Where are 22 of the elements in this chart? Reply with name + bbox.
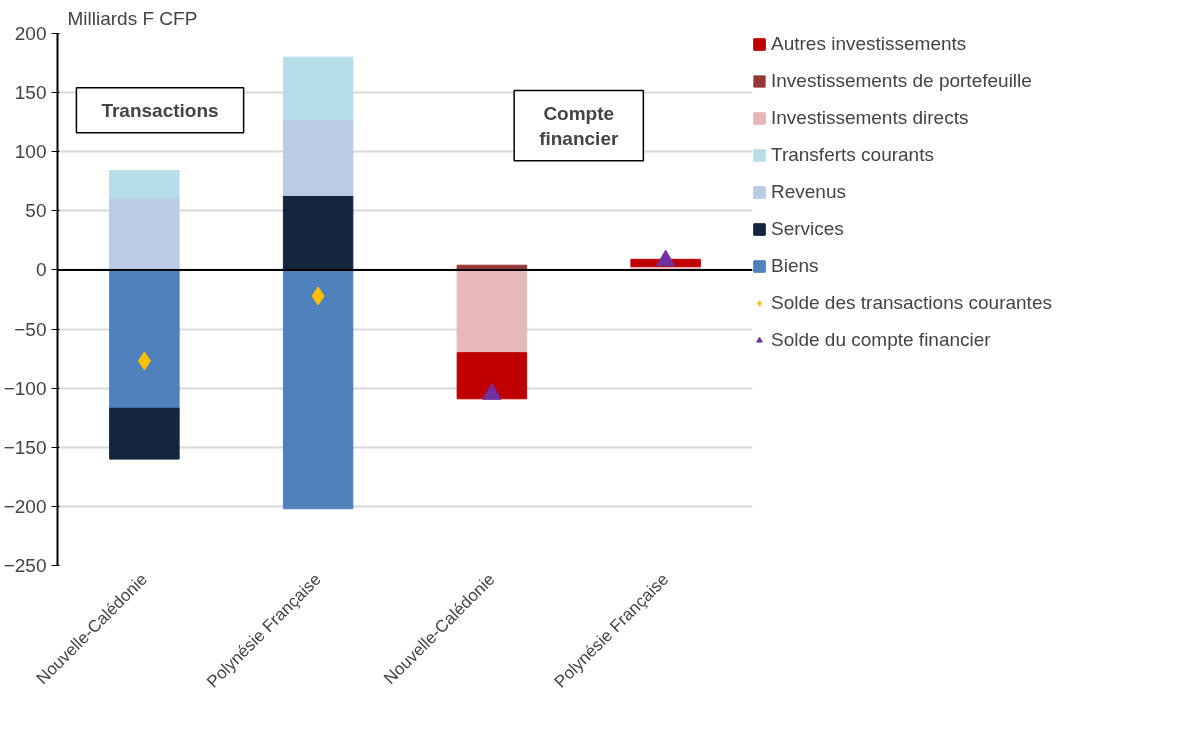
y-tick-label: −200 bbox=[3, 495, 47, 517]
y-tick-label: −250 bbox=[3, 555, 47, 576]
y-tick-label: 150 bbox=[14, 82, 47, 104]
legend-label: Solde du compte financier bbox=[771, 329, 991, 351]
legend-label: Services bbox=[771, 218, 844, 240]
legend-label: Revenus bbox=[771, 181, 846, 203]
y-axis-title: Milliards F CFP bbox=[67, 7, 198, 29]
y-tick-label: −50 bbox=[14, 318, 47, 340]
y-tick-label: 200 bbox=[14, 23, 47, 44]
y-tick-label: 100 bbox=[14, 141, 47, 163]
annotation: Compte financier bbox=[539, 102, 619, 149]
y-tick-label: 0 bbox=[35, 259, 47, 281]
legend-label: Solde des transactions courantes bbox=[771, 292, 1052, 314]
legend-label: Investissements de portefeuille bbox=[771, 70, 1032, 92]
legend-label: Transferts courants bbox=[771, 144, 934, 166]
legend-label: Autres investissements bbox=[771, 33, 967, 55]
annotation: Transactions bbox=[101, 99, 219, 121]
y-tick-label: −100 bbox=[3, 377, 47, 399]
y-tick-label: −150 bbox=[3, 436, 47, 458]
legend-label: Biens bbox=[771, 255, 819, 277]
y-tick-label: 50 bbox=[25, 200, 47, 222]
legend-label: Investissements directs bbox=[771, 107, 969, 129]
